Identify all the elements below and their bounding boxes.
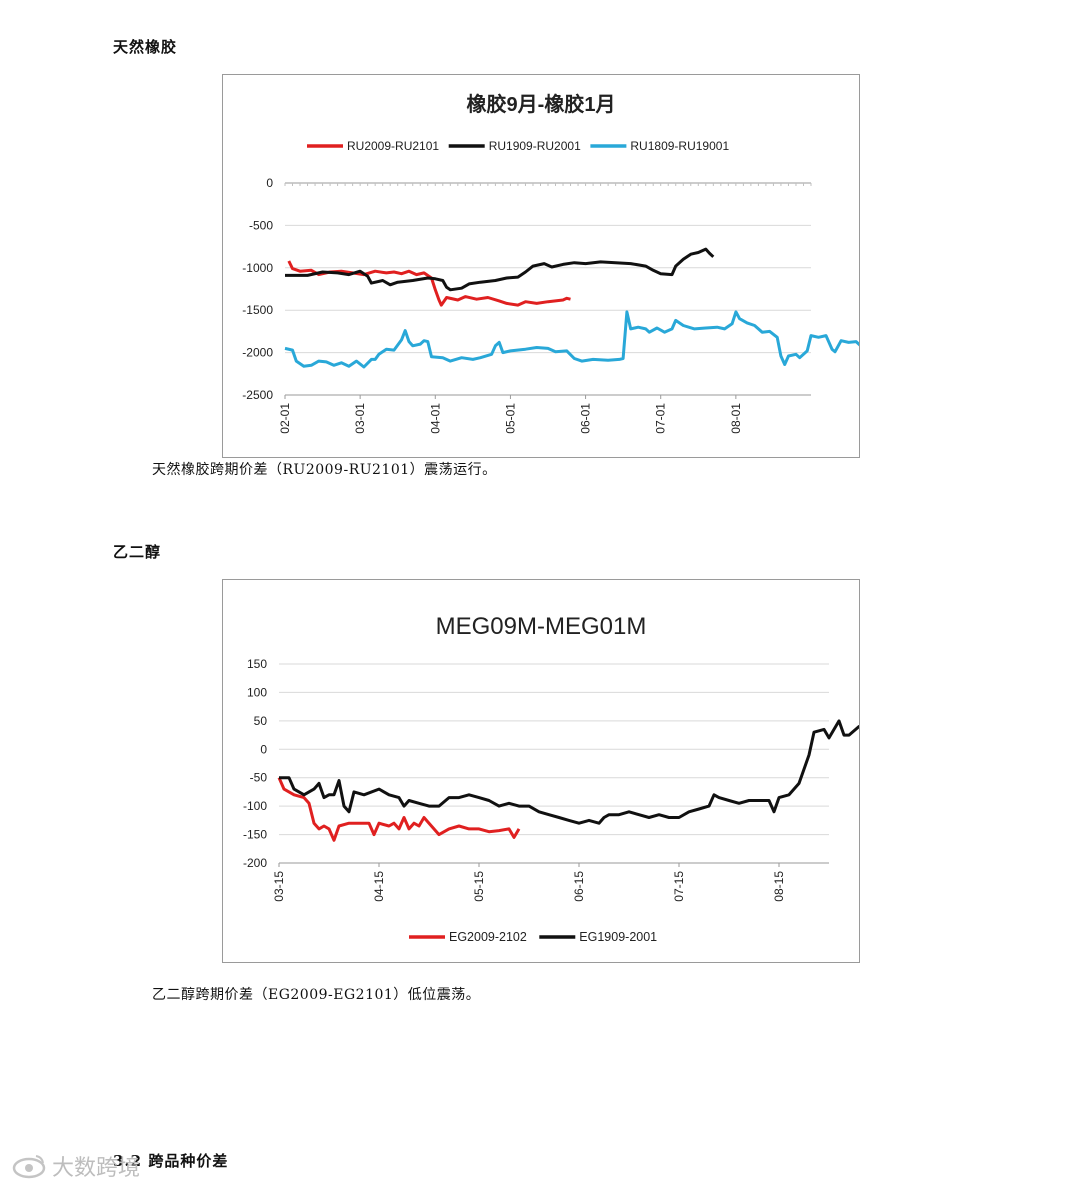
legend-label-3: RU1809-RU19001 (630, 139, 729, 153)
meg-spread-chart-svg: MEG09M-MEG01M 150 100 50 0 -50 -100 -150 -200 03-… (243, 613, 1029, 944)
chart-title: 橡胶9月-橡胶1月 (467, 92, 616, 116)
watermark-text: 大数跨境 (52, 1156, 141, 1181)
x-tick-label: 05-01 (503, 403, 517, 434)
x-tick-label: 08-01 (729, 403, 743, 434)
meg-spread-chart: MEG09M-MEG01M 150 100 50 0 -50 -100 -150 -200 03-… (222, 579, 1029, 963)
y-tick-label: 0 (260, 742, 267, 756)
section-heading-meg: 乙二醇 (113, 543, 162, 561)
y-tick-label: -500 (249, 218, 273, 232)
y-tick-label: -1000 (242, 261, 273, 275)
legend-label-1: RU2009-RU2101 (347, 139, 439, 153)
y-tick-label: -2500 (242, 388, 273, 402)
rubber-spread-chart: 橡胶9月-橡胶1月 0 -500 -1000 -1500 -2000 -2500 02-01 0… (222, 74, 865, 458)
y-tick-label: 0 (266, 176, 273, 190)
x-tick-label: 08-15 (772, 871, 786, 902)
weibo-eye-logo-icon (12, 1155, 46, 1179)
series-line-1 (277, 777, 521, 842)
y-tick-label: -2000 (242, 346, 273, 360)
x-tick-label: 07-15 (672, 871, 686, 902)
y-tick-label: -50 (250, 771, 268, 785)
series-line-2 (279, 679, 1029, 825)
meg-caption: 乙二醇跨期价差（EG2009-EG2101）低位震荡。 (152, 987, 481, 1003)
x-tick-label: 04-01 (428, 403, 442, 434)
x-tick-label: 03-01 (353, 403, 367, 434)
y-tick-label: 50 (254, 714, 268, 728)
section-heading-cross-variety: 3.2 跨品种价差 (113, 1152, 229, 1170)
y-tick-label: 100 (247, 685, 267, 699)
chart-title: MEG09M-MEG01M (436, 613, 647, 640)
rubber-spread-chart-svg: 橡胶9月-橡胶1月 0 -500 -1000 -1500 -2000 -2500 02-01 0… (242, 92, 865, 434)
x-tick-label: 06-15 (572, 871, 586, 902)
x-tick-label: 05-15 (472, 871, 486, 902)
y-tick-label: -100 (243, 799, 267, 813)
series-line-2 (285, 247, 715, 292)
x-tick-label: 07-01 (654, 403, 668, 434)
legend-label-1: EG2009-2102 (449, 930, 527, 944)
y-tick-label: -200 (243, 856, 267, 870)
legend-label-2: RU1909-RU2001 (489, 139, 581, 153)
x-tick-label: 03-15 (272, 871, 286, 902)
y-tick-label: -1500 (242, 303, 273, 317)
y-tick-label: -150 (243, 828, 267, 842)
section-heading-rubber: 天然橡胶 (113, 38, 178, 56)
x-tick-label: 02-01 (278, 403, 292, 434)
rubber-caption: 天然橡胶跨期价差（RU2009-RU2101）震荡运行。 (152, 462, 497, 478)
x-tick-label: 04-15 (372, 871, 386, 902)
legend-label-2: EG1909-2001 (579, 930, 657, 944)
series-line-3 (284, 310, 865, 369)
x-tick-label: 06-01 (579, 403, 593, 434)
watermark: 大数跨境 (12, 1150, 140, 1182)
y-tick-label: 150 (247, 657, 267, 671)
